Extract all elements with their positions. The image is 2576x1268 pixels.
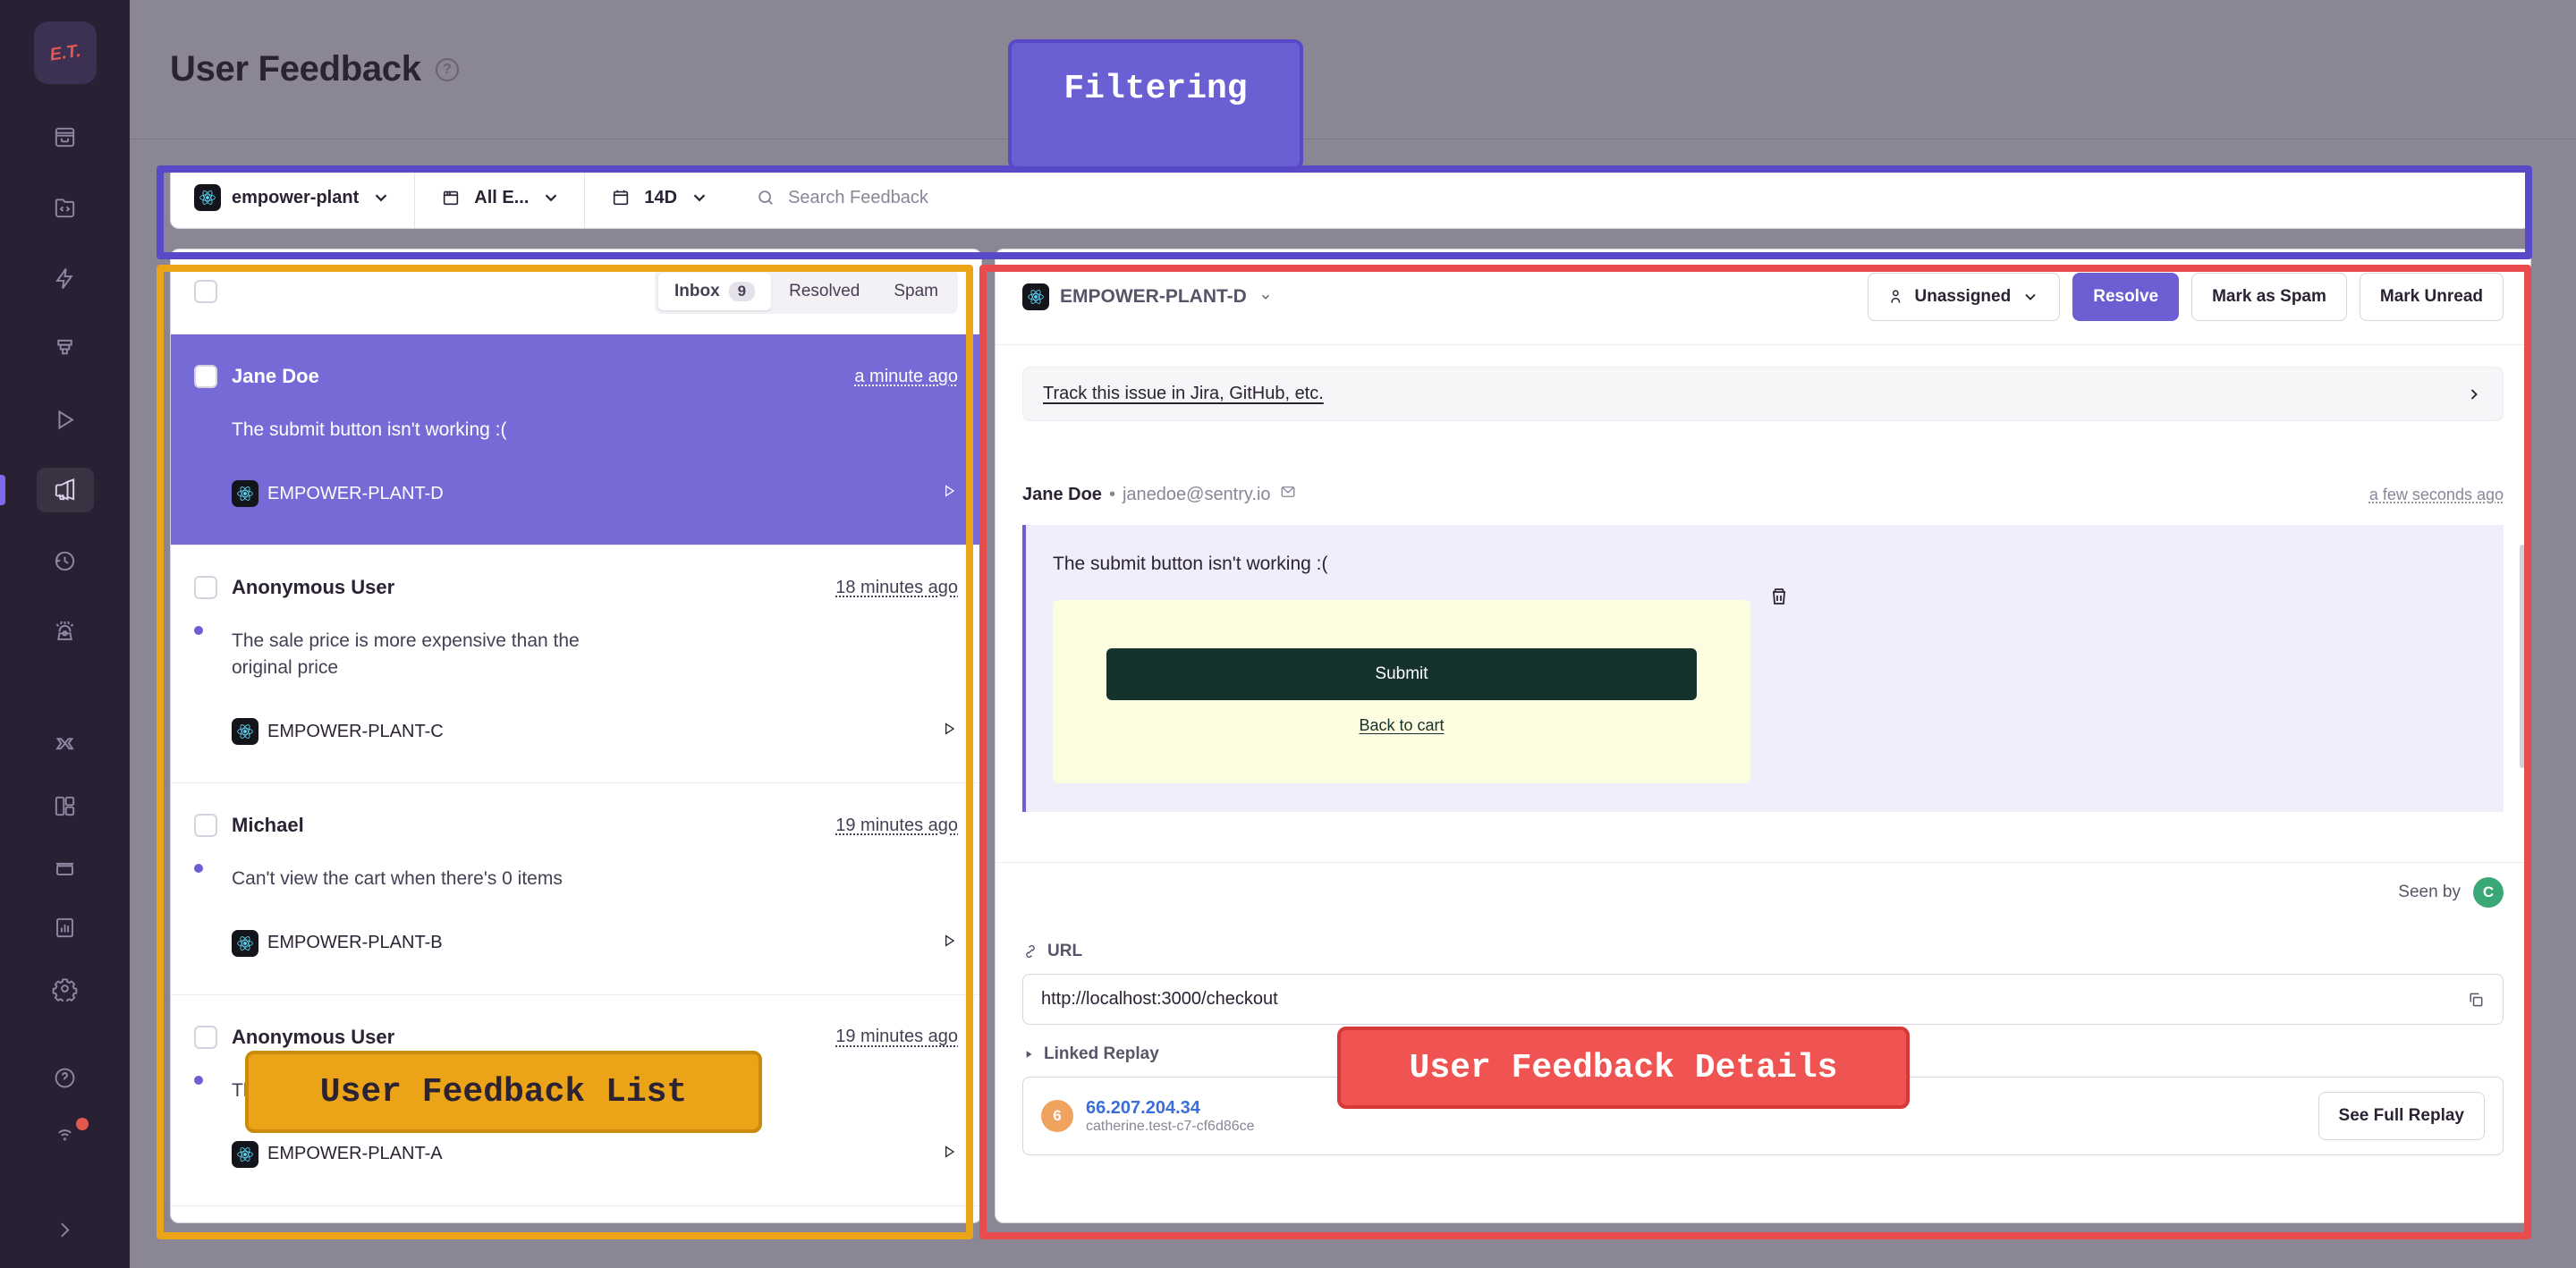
svg-text:E.T.: E.T.: [48, 41, 81, 65]
